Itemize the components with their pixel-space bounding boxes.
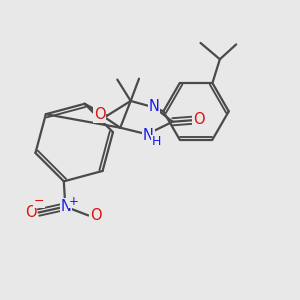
Text: O: O [90, 208, 102, 223]
Text: O: O [193, 112, 204, 127]
Text: N: N [149, 98, 160, 113]
Text: N: N [143, 128, 154, 142]
Text: O: O [94, 107, 105, 122]
Text: −: − [34, 195, 44, 208]
Text: H: H [152, 135, 161, 148]
Text: +: + [69, 195, 79, 208]
Text: O: O [25, 205, 37, 220]
Text: N: N [61, 199, 72, 214]
